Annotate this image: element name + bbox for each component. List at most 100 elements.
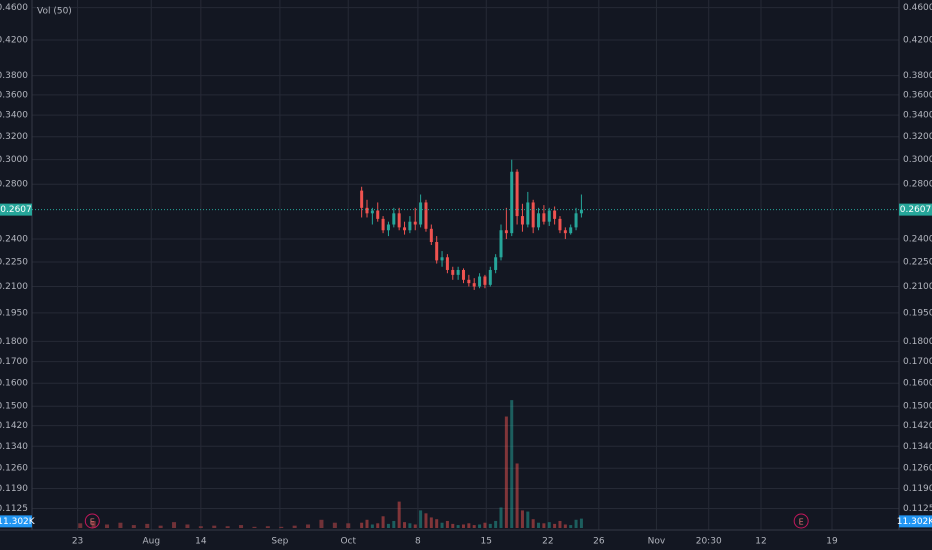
y-tick-label: 0.3400 bbox=[903, 111, 932, 121]
x-tick-label: Nov bbox=[648, 537, 666, 547]
candle-body bbox=[386, 224, 390, 231]
y-tick-label: 0.1260 bbox=[0, 464, 28, 474]
volume-bar bbox=[78, 523, 83, 528]
y-tick-label: 0.1340 bbox=[0, 442, 28, 452]
volume-bar bbox=[105, 524, 110, 528]
y-tick-label: 0.4200 bbox=[903, 36, 932, 46]
y-tick-label: 0.1500 bbox=[903, 402, 932, 412]
y-tick-label: 0.1260 bbox=[903, 464, 932, 474]
volume-bar bbox=[494, 520, 498, 528]
candle-body bbox=[392, 213, 396, 225]
volume-bar bbox=[461, 524, 465, 528]
volume-bar bbox=[239, 525, 244, 528]
candle-body bbox=[429, 228, 433, 243]
volume-bar bbox=[424, 513, 428, 528]
y-tick-label: 0.1600 bbox=[0, 379, 28, 389]
volume-label: 11.302K bbox=[897, 517, 932, 527]
y-tick-label: 0.1420 bbox=[0, 421, 28, 431]
volume-bar bbox=[118, 522, 123, 528]
volume-bar bbox=[440, 522, 444, 528]
y-tick-label: 0.1190 bbox=[903, 484, 932, 494]
volume-bar bbox=[265, 526, 270, 528]
candle-body bbox=[553, 210, 557, 219]
candle-body bbox=[451, 269, 455, 275]
y-tick-label: 0.1340 bbox=[903, 442, 932, 452]
y-tick-label: 0.1190 bbox=[0, 484, 28, 494]
candle-body bbox=[397, 213, 401, 228]
y-tick-label: 0.2800 bbox=[0, 180, 28, 190]
volume-bar bbox=[563, 524, 567, 528]
y-tick-label: 0.1500 bbox=[0, 402, 28, 412]
candle-body bbox=[413, 221, 417, 225]
event-label: E bbox=[90, 518, 95, 527]
volume-bar bbox=[145, 523, 150, 528]
candle-body bbox=[526, 202, 530, 225]
volume-bar bbox=[91, 520, 96, 528]
y-tick-label: 0.3600 bbox=[903, 90, 932, 100]
candle-body bbox=[365, 207, 369, 214]
x-tick-label: 22 bbox=[542, 537, 553, 547]
volume-bar bbox=[365, 519, 369, 528]
y-tick-label: 0.3000 bbox=[0, 155, 28, 165]
price-label-box bbox=[899, 203, 932, 216]
volume-bar bbox=[515, 463, 519, 528]
volume-bar bbox=[252, 526, 257, 528]
volume-bar bbox=[472, 525, 476, 528]
event-marker bbox=[84, 513, 100, 529]
x-tick-label: 8 bbox=[415, 537, 421, 547]
volume-bar bbox=[553, 523, 557, 528]
candle-body bbox=[419, 202, 423, 225]
candle-body bbox=[574, 213, 578, 228]
candle-body bbox=[515, 171, 519, 217]
y-tick-label: 0.1125 bbox=[0, 504, 28, 514]
y-tick-label: 0.1700 bbox=[903, 357, 932, 367]
volume-bar bbox=[435, 519, 439, 528]
grid bbox=[32, 0, 899, 530]
volume-bar bbox=[386, 523, 390, 528]
candle-body bbox=[537, 213, 541, 228]
legend-text: Vol (50) bbox=[37, 7, 72, 17]
candle-body bbox=[499, 230, 503, 258]
candle-body bbox=[579, 209, 583, 214]
candle-body bbox=[478, 276, 482, 287]
y-tick-label: 0.1950 bbox=[0, 308, 28, 318]
candle-body bbox=[467, 279, 471, 284]
volume-bar bbox=[403, 522, 407, 528]
y-tick-label: 0.2100 bbox=[0, 282, 28, 292]
volume-bar bbox=[332, 522, 337, 528]
volume-bar bbox=[279, 526, 284, 528]
volume-bar bbox=[185, 524, 190, 528]
candle-body bbox=[547, 210, 551, 222]
volume-bar bbox=[225, 526, 230, 528]
volume-bar bbox=[478, 524, 482, 528]
volume-bar bbox=[569, 525, 573, 528]
candle-body bbox=[445, 257, 449, 270]
candle-body bbox=[510, 171, 514, 234]
volume-bar bbox=[319, 519, 324, 528]
y-tick-label: 0.3800 bbox=[0, 71, 28, 81]
candle-body bbox=[494, 257, 498, 270]
price-label: 0.2607 bbox=[900, 205, 932, 215]
volume-bar bbox=[558, 520, 562, 528]
x-tick-label: 20:30 bbox=[696, 537, 722, 547]
x-tick-label: 19 bbox=[826, 537, 838, 547]
y-tick-label: 0.1800 bbox=[903, 337, 932, 347]
y-tick-label: 0.1950 bbox=[903, 308, 932, 318]
volume-bar bbox=[467, 523, 471, 528]
candle-body bbox=[558, 218, 562, 231]
volume-bar bbox=[520, 510, 524, 528]
x-tick-label: Sep bbox=[271, 537, 288, 547]
candle-body bbox=[542, 213, 546, 222]
candle-body bbox=[408, 221, 412, 231]
y-tick-label: 0.3200 bbox=[903, 132, 932, 142]
y-tick-label: 0.3600 bbox=[0, 90, 28, 100]
volume-bar bbox=[408, 523, 412, 528]
candle-body bbox=[488, 269, 492, 285]
y-tick-label: 0.3200 bbox=[0, 132, 28, 142]
candle-body bbox=[360, 190, 364, 208]
volume-bar bbox=[451, 523, 455, 528]
candle-body bbox=[403, 227, 407, 231]
x-tick-label: 14 bbox=[195, 537, 207, 547]
volume-bar bbox=[537, 522, 541, 528]
